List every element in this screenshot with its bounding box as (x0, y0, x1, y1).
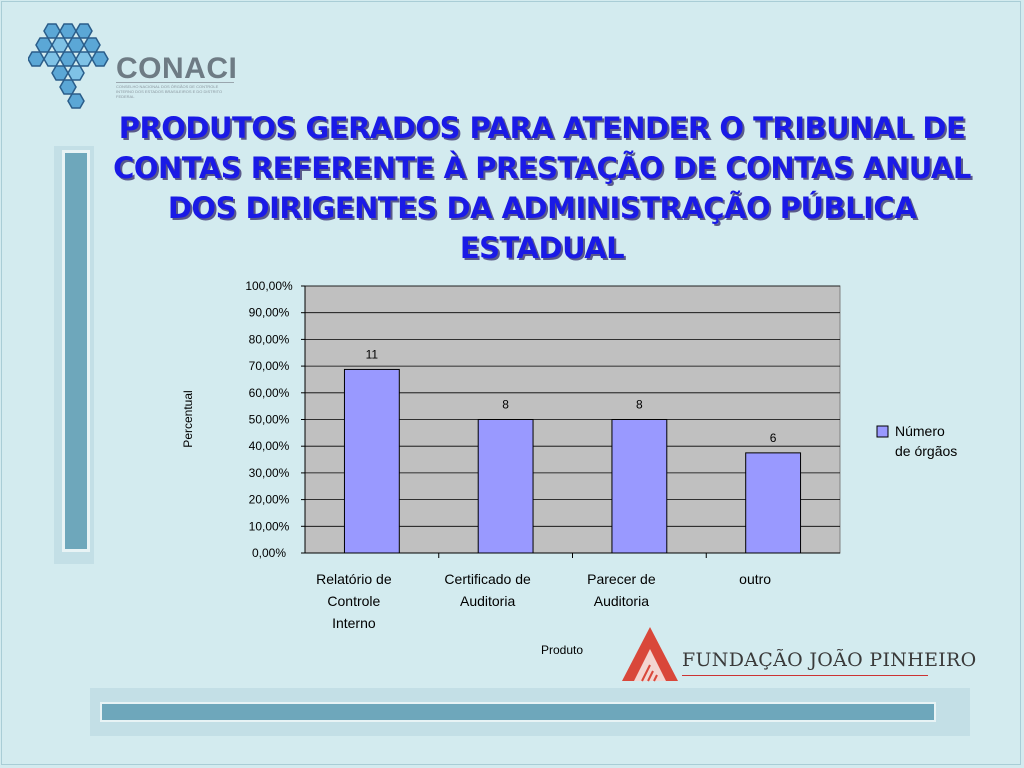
x-tick-label: Controle (327, 593, 380, 609)
bar-data-label: 8 (636, 398, 643, 412)
y-tick-label: 10,00% (249, 519, 290, 533)
bar-data-label: 8 (502, 398, 509, 412)
y-tick-label: 60,00% (249, 386, 290, 400)
bar (611, 419, 668, 554)
x-tick-label: outro (739, 571, 771, 587)
x-tick-label: Parecer de (587, 571, 656, 587)
decorative-vertical-bar (62, 150, 90, 552)
conaci-hexagon-icon (27, 23, 109, 109)
legend-swatch (876, 425, 889, 438)
x-axis-title: Produto (541, 643, 583, 657)
fjp-logo-text: FUNDAÇÃO JOÃO PINHEIRO (682, 649, 977, 671)
bar (343, 368, 400, 554)
bar-chart: 11 8 8 6 0,00% 10,00% 20,00% 30,00% 40,00% 50,00… (181, 279, 957, 657)
fjp-emblem-icon (622, 627, 678, 682)
chart-legend: Número de órgãos (876, 423, 957, 459)
bar-data-label: 6 (770, 431, 777, 445)
logo-divider (116, 82, 234, 83)
x-tick-label: Auditoria (594, 593, 649, 609)
x-tick-label: Auditoria (460, 593, 515, 609)
bar-data-label: 11 (366, 347, 379, 361)
y-tick-label: 50,00% (249, 413, 290, 427)
decorative-horizontal-bar (100, 702, 936, 722)
conaci-logo-text: CONACI (116, 52, 238, 85)
bar (477, 419, 534, 554)
y-tick-label: 70,00% (249, 359, 290, 373)
y-tick-label: 30,00% (249, 466, 290, 480)
fundacao-joao-pinheiro-logo: FUNDAÇÃO JOÃO PINHEIRO (620, 625, 976, 685)
x-tick-label: Relatório de (316, 571, 392, 587)
x-tick-label: Certificado de (444, 571, 531, 587)
y-axis-title: Percentual (181, 390, 195, 447)
slide-title: PRODUTOS GERADOS PARA ATENDER O TRIBUNAL… (113, 111, 971, 265)
conaci-logo: CONACI CONSELHO NACIONAL DOS ÓRGÃOS DE C… (27, 20, 238, 115)
y-tick-label: 100,00% (245, 279, 293, 293)
y-tick-label: 80,00% (249, 332, 290, 346)
legend-label-line-2: de órgãos (895, 443, 957, 459)
conaci-logo-subtitle: CONSELHO NACIONAL DOS ÓRGÃOS DE CONTROLE… (116, 84, 223, 99)
bar (745, 452, 802, 554)
y-tick-label: 90,00% (249, 306, 290, 320)
y-tick-label: 20,00% (249, 493, 290, 507)
fjp-logo-underline (682, 675, 928, 676)
legend-label-line-1: Número (895, 423, 945, 439)
y-tick-label: 0,00% (252, 546, 286, 560)
x-tick-label: Interno (332, 615, 376, 631)
y-tick-label: 40,00% (249, 439, 290, 453)
